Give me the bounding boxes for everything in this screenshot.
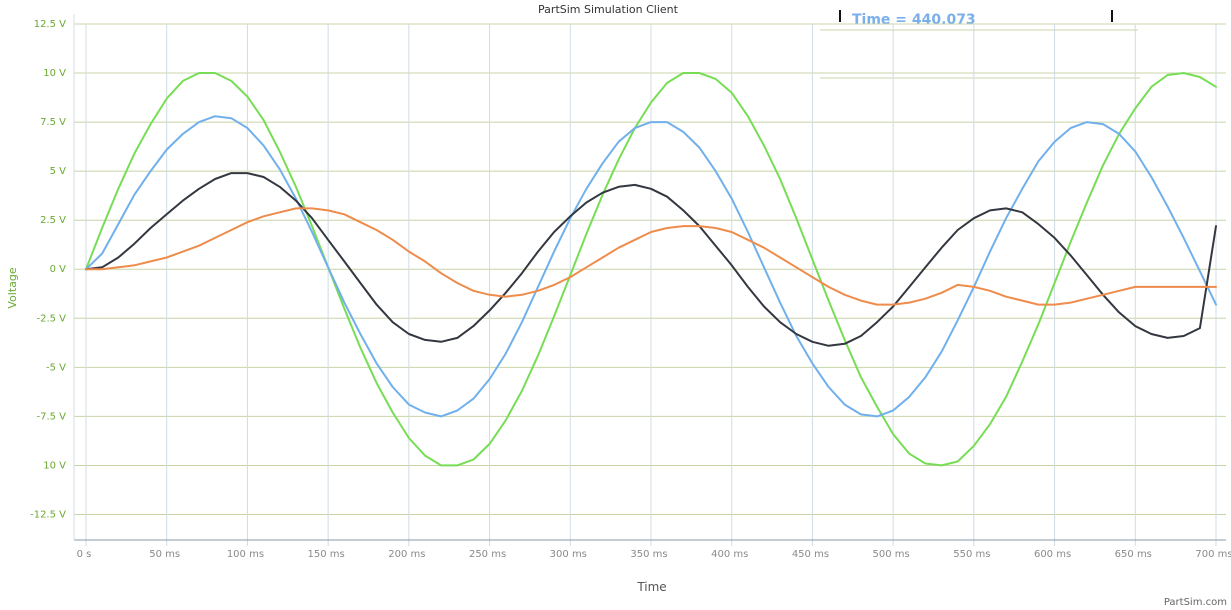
series-line-0	[85, 72, 1217, 467]
x-tick-label-13: 650 ms	[1115, 549, 1152, 560]
series-line-1	[85, 115, 1217, 418]
x-tick-label-1: 50 ms	[149, 549, 180, 560]
y-tick-label-10: -12.5 V	[30, 509, 66, 520]
x-tick-label-12: 600 ms	[1034, 549, 1071, 560]
x-tick-label-9: 450 ms	[792, 549, 829, 560]
y-tick-label-1: 10 V	[43, 68, 66, 79]
y-axis-title: Voltage	[6, 267, 19, 308]
x-tick-label-4: 200 ms	[388, 549, 425, 560]
x-tick-labels: 0 s 50 ms 100 ms 150 ms 200 ms 250 ms 300 ms 35…	[77, 549, 1231, 560]
axes	[73, 14, 1226, 541]
x-tick-label-0: 0 s	[77, 549, 92, 560]
x-tick-label-6: 300 ms	[550, 549, 587, 560]
x-tick-label-3: 150 ms	[308, 549, 345, 560]
x-tick-label-8: 400 ms	[711, 549, 748, 560]
series-group	[85, 72, 1217, 467]
watermark: PartSim.com	[1164, 597, 1227, 608]
x-tick-label-11: 550 ms	[953, 549, 990, 560]
series-line-3	[85, 207, 1217, 306]
grid	[74, 23, 1226, 546]
y-tick-label-4: 2.5 V	[40, 215, 66, 226]
x-axis-title: Time	[636, 580, 666, 594]
x-tick-label-14: 700 ms	[1195, 549, 1231, 560]
y-tick-label-2: 7.5 V	[40, 117, 66, 128]
series-line-2	[85, 172, 1217, 347]
app-title: PartSim Simulation Client	[538, 3, 679, 16]
time-readout: Time = 440.073	[852, 12, 976, 28]
y-tick-label-7: -5 V	[46, 362, 66, 373]
y-tick-label-0: 12.5 V	[34, 19, 66, 30]
x-tick-label-10: 500 ms	[873, 549, 910, 560]
y-tick-labels: 12.5 V 10 V 7.5 V 5 V 2.5 V 0 V -2.5 V -5 V -7.5…	[30, 19, 66, 520]
y-tick-label-9: 10 V	[43, 460, 66, 471]
y-tick-label-8: -7.5 V	[36, 411, 66, 422]
x-tick-label-7: 350 ms	[630, 549, 667, 560]
y-tick-label-3: 5 V	[50, 166, 67, 177]
x-tick-label-5: 250 ms	[469, 549, 506, 560]
x-tick-label-2: 100 ms	[227, 549, 264, 560]
y-tick-label-5: 0 V	[50, 264, 67, 275]
y-tick-label-6: -2.5 V	[36, 313, 66, 324]
